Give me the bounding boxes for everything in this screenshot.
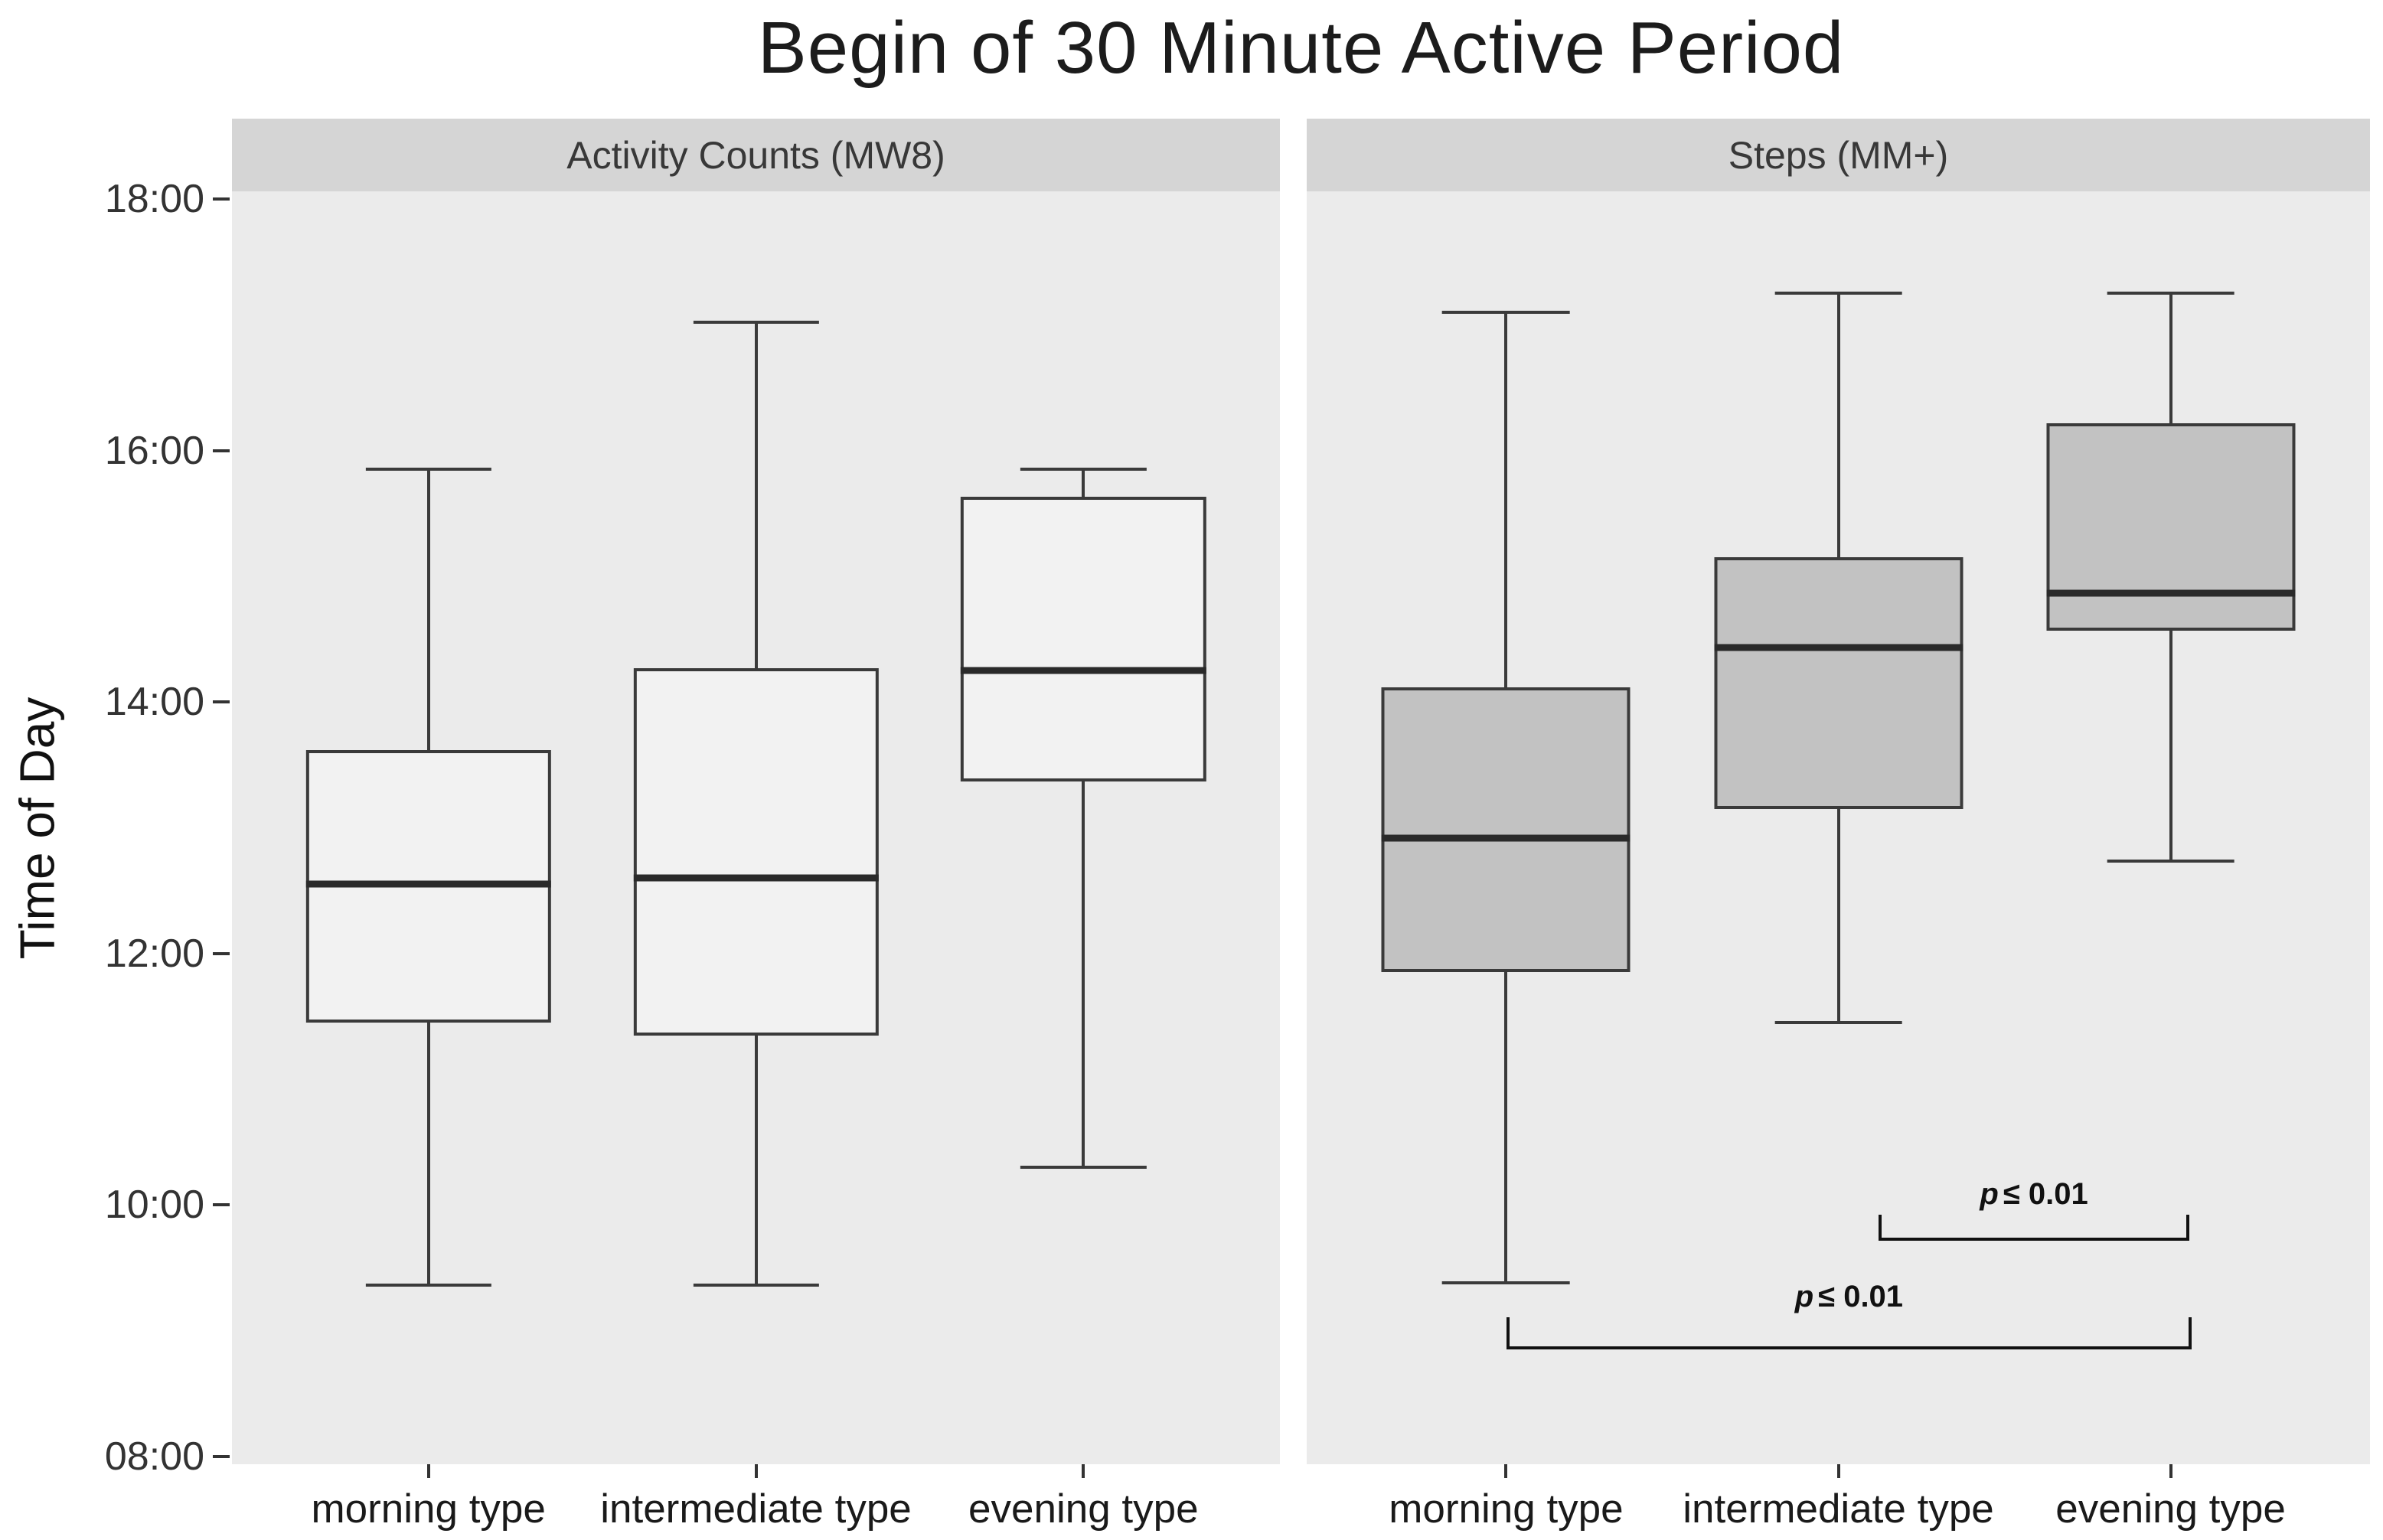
median-line [305,880,551,888]
x-axis-tick-mark [1504,1464,1508,1478]
y-axis-tick-mark [213,951,230,955]
iqr-box-evening-type [961,496,1206,782]
y-axis-tick-label: 16:00 [104,428,204,473]
x-axis-tick-mark [754,1464,758,1478]
x-axis-tick-mark [1082,1464,1085,1478]
x-axis-label-intermediate-type: intermediate type [600,1486,912,1532]
y-axis-tick-mark [213,1203,230,1207]
y-axis-tick-mark [213,1455,230,1459]
y-axis-tick-label: 08:00 [104,1434,204,1480]
iqr-box-morning-type [1381,687,1631,973]
y-axis-tick-label: 14:00 [104,680,204,725]
whisker-cap-top [2107,292,2234,295]
facet-panel [232,191,1280,1464]
median-line [1713,644,1964,651]
y-axis-tick-mark [213,449,230,452]
significance-label: p ≤ 0.01 [1980,1176,2088,1211]
facet-panel: p ≤ 0.01 p ≤ 0.01 [1307,191,2370,1464]
iqr-box-evening-type [2046,423,2296,631]
x-axis-label-evening-type: evening type [968,1486,1199,1532]
whisker-cap-top [1442,310,1570,314]
y-axis: 18:00 16:00 14:00 12:00 10:00 08:00 [0,177,232,1479]
whisker-cap-top [1774,292,1902,295]
whisker-cap-bottom [1020,1166,1147,1170]
significance-bracket: p ≤ 0.01 [1879,1177,2189,1241]
x-axis-label-morning-type: morning type [311,1486,546,1532]
whisker-cap-bottom [1774,1021,1902,1025]
iqr-box-intermediate-type [1713,557,1964,809]
facet-steps: Steps (MM+) p ≤ 0.01 p ≤ 0.01 morning type i… [1307,119,2370,1532]
x-axis-label-morning-type: morning type [1389,1486,1624,1532]
facet-strip-label: Steps (MM+) [1307,119,2370,191]
whisker-cap-bottom [1442,1281,1570,1284]
x-axis-tick-mark [1836,1464,1840,1478]
y-axis-tick-mark [213,197,230,201]
iqr-box-intermediate-type [633,668,879,1036]
whisker-cap-top [1020,468,1147,471]
whisker-cap-top [365,468,491,471]
x-axis-tick-mark [2169,1464,2172,1478]
y-axis-tick-label: 18:00 [104,176,204,221]
facet-strip-label: Activity Counts (MW8) [232,119,1280,191]
facet-activity-counts: Activity Counts (MW8) morning type interm… [232,119,1280,1532]
significance-bracket: p ≤ 0.01 [1507,1280,2192,1350]
y-axis-tick-label: 10:00 [104,1183,204,1228]
median-line [2046,589,2296,597]
whisker-cap-bottom [2107,860,2234,863]
whisker-line [1082,469,1085,1168]
y-axis-tick-mark [213,700,230,704]
whisker-cap-bottom [365,1283,491,1287]
whisker-cap-top [693,321,819,325]
whisker-cap-bottom [693,1283,819,1287]
chart-title: Begin of 30 Minute Active Period [757,7,1845,89]
x-axis-tick-mark [426,1464,430,1478]
median-line [1381,834,1631,842]
y-axis-tick-label: 12:00 [104,931,204,976]
x-axis-label-intermediate-type: intermediate type [1683,1486,1994,1532]
median-line [633,874,879,882]
median-line [961,667,1206,674]
x-axis-label-evening-type: evening type [2055,1486,2286,1532]
significance-label: p ≤ 0.01 [1794,1279,1904,1313]
